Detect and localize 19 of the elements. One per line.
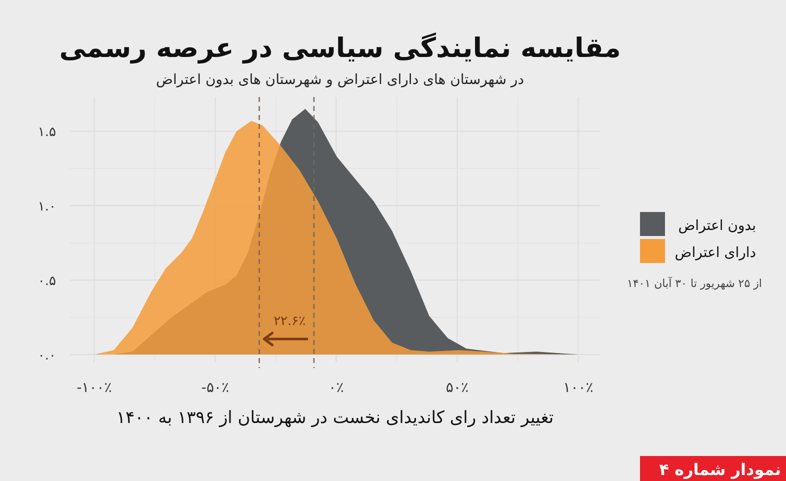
legend-item: بدون اعتراض: [640, 212, 756, 236]
legend-item: دارای اعتراض: [640, 239, 756, 263]
text: نمودار شماره ۴: [659, 460, 781, 479]
chart-subtitle: در شهرستان های دارای اعتراض و شهرستان های بدون اعتراض: [156, 72, 524, 88]
text: از ۲۵ شهریور تا ۳۰ آبان ۱۴۰۱: [626, 276, 762, 290]
x-tick-label: -۵۰٪: [201, 380, 230, 396]
x-tick-label: ۵۰٪: [446, 380, 468, 396]
y-tick-label: ۱.۵: [38, 125, 56, 140]
y-tick-label: ۰.۰: [38, 348, 56, 364]
x-tick-label: ۱۰۰٪: [563, 380, 594, 396]
x-axis-title: تغییر تعداد رای کاندیدای نخست در شهرستان از ۱۳۹۶ به ۱۴۰۰: [116, 408, 554, 428]
y-tick-label: ۰.۵: [38, 274, 56, 290]
x-tick-label: ۰٪: [328, 380, 344, 396]
y-tick-label: ۱.۰: [38, 200, 56, 215]
annotation: ۲۲.۶٪: [274, 314, 306, 329]
chart-title: مقایسه نمایندگی سیاسی در عرصه رسمی: [59, 32, 621, 64]
legend-label: بدون اعتراض: [678, 218, 756, 234]
x-tick-label: -۱۰۰٪: [76, 380, 112, 396]
legend-label: دارای اعتراض: [674, 245, 756, 261]
